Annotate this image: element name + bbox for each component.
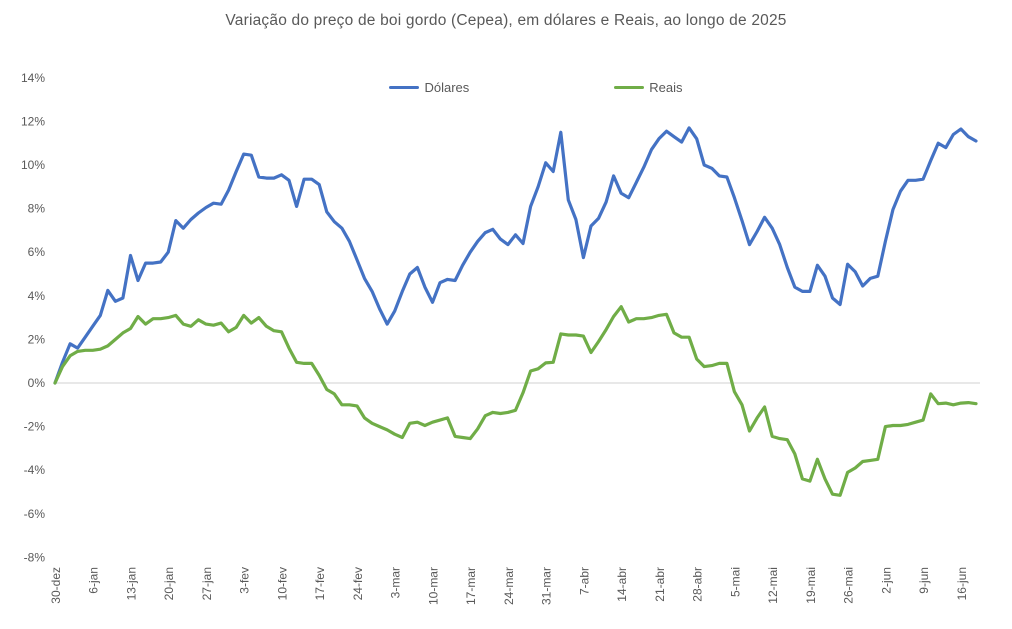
x-axis-label: 17-mar	[464, 567, 478, 605]
x-axis-label: 6-jan	[87, 567, 101, 594]
x-axis-label: 28-abr	[691, 567, 705, 602]
x-axis-label: 14-abr	[615, 567, 629, 602]
x-axis-label: 3-mar	[389, 567, 403, 598]
x-axis-label: 24-mar	[502, 567, 516, 605]
y-axis-label: -2%	[24, 420, 46, 434]
y-axis-label: 0%	[28, 376, 46, 390]
y-axis-label: 10%	[21, 158, 45, 172]
x-axis-label: 13-jan	[124, 567, 138, 600]
y-axis-label: -6%	[24, 507, 46, 521]
x-axis-label: 31-mar	[540, 567, 554, 605]
legend-label-dolares: Dólares	[424, 80, 470, 95]
x-axis-label: 10-mar	[426, 567, 440, 605]
legend-item-reais: Reais	[614, 80, 683, 95]
x-axis-label: 2-jun	[879, 567, 893, 594]
y-axis-label: 4%	[28, 289, 46, 303]
x-axis-label: 9-jun	[917, 567, 931, 594]
x-axis-label: 17-fev	[313, 567, 327, 600]
chart-title: Variação do preço de boi gordo (Cepea), …	[225, 12, 787, 29]
y-axis-label: 6%	[28, 245, 46, 259]
y-axis-label: 12%	[21, 114, 45, 128]
y-axis-label: 14%	[21, 71, 45, 85]
series-line-reais	[53, 305, 978, 497]
legend-label-reais: Reais	[649, 80, 683, 95]
reais-line-swatch-icon	[614, 86, 645, 89]
x-axis-label: 21-abr	[653, 567, 667, 602]
y-axis-label: -8%	[24, 550, 46, 564]
legend-item-dolares: Dólares	[389, 80, 469, 95]
x-axis-label: 10-fev	[275, 567, 289, 600]
series-line-dolares	[53, 126, 978, 385]
x-axis-label: 30-dez	[49, 567, 63, 604]
dolares-line-swatch-icon	[389, 86, 420, 89]
x-axis-label: 7-abr	[577, 567, 591, 595]
x-axis-label: 19-mai	[804, 567, 818, 604]
x-axis-label: 5-mai	[728, 567, 742, 597]
x-axis-label: 12-mai	[766, 567, 780, 604]
y-axis-label: -4%	[24, 463, 46, 477]
x-axis-label: 16-jun	[955, 567, 969, 600]
chart-legend: Dólares Reais	[0, 80, 1012, 95]
x-axis-label: 20-jan	[162, 567, 176, 600]
x-axis-label: 24-fev	[351, 567, 365, 600]
y-axis-label: 8%	[28, 202, 46, 216]
x-axis-label: 26-mai	[842, 567, 856, 604]
y-axis-label: 2%	[28, 332, 46, 346]
x-axis-label: 27-jan	[200, 567, 214, 600]
x-axis-label: 3-fev	[238, 567, 252, 594]
